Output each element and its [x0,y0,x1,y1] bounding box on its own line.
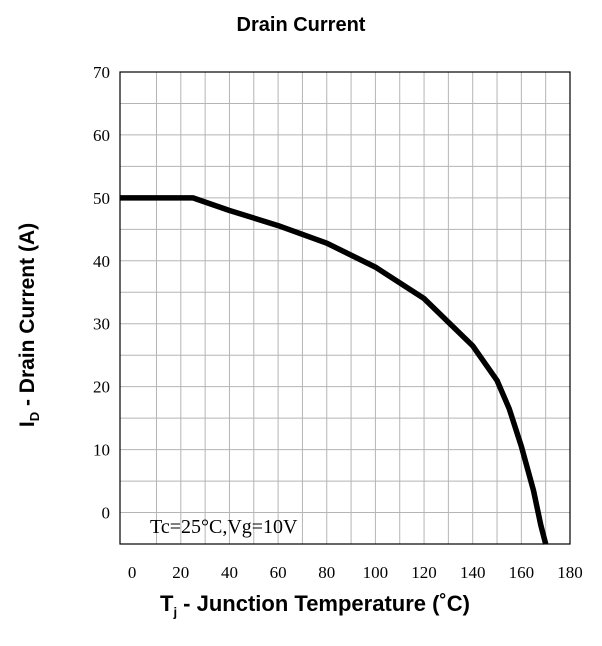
plot-frame [119,71,571,545]
y-label-main: I [15,421,39,428]
y-axis-label: ID - Drain Current (A) [16,223,42,427]
x-tick-label: 180 [557,563,583,582]
x-tick-label: 160 [509,563,535,582]
x-label-main: T [159,591,174,616]
x-label-rest: - Junction Temperature (˚C) [177,591,471,616]
x-tick-label: 20 [172,563,189,582]
x-tick-label: 120 [411,563,437,582]
x-tick-label: 80 [318,563,335,582]
y-tick-label: 60 [93,126,110,145]
tick-labels: 0 20 40 60 80 100 120 140 160 180 0 10 20 30 40 50 60 70 [93,63,583,582]
condition-annotation: Tc=25°C,Vg=10V [150,516,298,538]
x-tick-label: 0 [128,563,137,582]
y-tick-label: 0 [102,504,111,523]
chart-title: Drain Current [236,14,366,36]
y-label-rest: - Drain Current (A) [15,222,39,412]
y-tick-label: 30 [93,315,110,334]
y-tick-label: 50 [93,189,110,208]
x-tick-label: 40 [221,563,238,582]
y-tick-label: 40 [93,252,110,271]
y-tick-label: 10 [93,441,110,460]
y-tick-label: 70 [93,63,110,82]
x-tick-label: 100 [363,563,389,582]
x-axis-label: Tj - Junction Temperature (˚C) [0,591,602,619]
grid-lines [120,72,570,544]
y-tick-label: 20 [93,378,110,397]
x-label-subscript: j [173,604,178,620]
x-tick-label: 140 [460,563,486,582]
x-tick-label: 60 [270,563,287,582]
y-label-subscript: D [27,411,43,422]
series-line [120,195,549,545]
